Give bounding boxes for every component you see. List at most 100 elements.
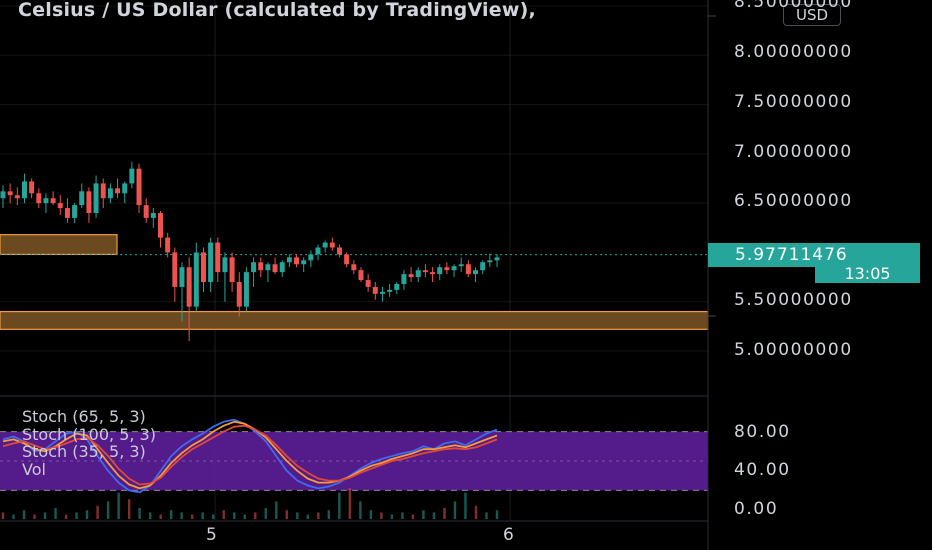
candle-body: [179, 267, 185, 287]
volume-bar: [369, 510, 373, 519]
bar-countdown: 13:05: [815, 264, 920, 283]
candle-body: [122, 183, 128, 194]
volume-bar: [348, 488, 352, 519]
volume-bar: [190, 514, 194, 519]
support-zone: [0, 310, 709, 330]
volume-bar: [254, 512, 257, 519]
volume-bar: [432, 512, 436, 519]
volume-bar: [411, 514, 415, 519]
candle-body: [336, 247, 342, 255]
last-price-value: 5.97711476: [735, 245, 848, 265]
candle-body: [379, 291, 385, 294]
candlestick-series: [0, 161, 500, 342]
volume-bar: [212, 514, 215, 519]
volume-bar: [159, 514, 162, 519]
volume-bar: [327, 510, 331, 519]
candle-body: [200, 252, 206, 282]
candle-body: [115, 188, 121, 194]
candle-body: [301, 260, 307, 265]
candle-body: [437, 267, 443, 275]
volume-bar: [485, 512, 488, 519]
volume-bar: [495, 510, 499, 519]
candle-body: [93, 183, 99, 213]
candle-body: [7, 191, 13, 196]
candle-body: [50, 198, 56, 204]
volume-bar: [201, 512, 204, 519]
candle-body: [229, 257, 235, 282]
indicator-axis-label: 0.00: [734, 499, 779, 519]
candle-body: [57, 203, 63, 209]
indicator-label-stoch-65[interactable]: Stoch (65, 5, 3): [22, 407, 146, 426]
candle-body: [243, 272, 249, 307]
last-price-tag: 5.97711476: [708, 243, 920, 267]
candle-body: [294, 257, 300, 265]
candle-body: [408, 274, 414, 278]
candle-body: [129, 168, 135, 184]
candle-body: [36, 193, 42, 204]
candle-body: [487, 260, 493, 263]
candle-body: [265, 264, 271, 271]
volume-bar: [285, 510, 288, 519]
volume-bar: [64, 514, 68, 519]
candle-body: [258, 262, 264, 271]
volume-bar: [1, 512, 5, 519]
volume-bar: [338, 492, 341, 519]
volume-bar: [117, 492, 120, 519]
support-zone: [0, 234, 118, 255]
axes-borders: [0, 0, 716, 550]
candle-body: [215, 242, 221, 273]
volume-bar: [306, 514, 310, 519]
volume-bar: [317, 512, 320, 519]
volume-bar: [180, 512, 183, 519]
price-axis-label: 7.50000000: [734, 92, 853, 112]
indicator-label-vol[interactable]: Vol: [22, 459, 46, 479]
candle-body: [172, 252, 178, 287]
time-axis-label: 5: [206, 525, 217, 545]
chart-title: Celsius / US Dollar (calculated by Tradi…: [18, 0, 536, 21]
candle-body: [72, 205, 78, 218]
price-axis-label: 7.00000000: [734, 142, 853, 162]
candle-body: [458, 264, 464, 267]
volume-bar: [453, 501, 457, 519]
volume-bar: [96, 505, 99, 519]
candle-body: [329, 242, 335, 248]
indicator-axis-label: 80.00: [734, 422, 791, 442]
volume-bar: [169, 510, 173, 519]
candle-body: [222, 257, 228, 273]
price-axis-label: 5.50000000: [734, 290, 853, 310]
candle-body: [79, 191, 85, 206]
candle-body: [100, 183, 106, 199]
currency-button[interactable]: USD: [783, 4, 841, 26]
candle-body: [143, 205, 149, 218]
candle-body: [236, 282, 242, 307]
candle-body: [473, 270, 479, 275]
volume-bar: [401, 512, 404, 519]
volume-bar: [127, 499, 131, 519]
candle-body: [465, 264, 471, 275]
indicator-legend: Stoch (65, 5, 3) Stoch (100, 5, 3) Stoch…: [22, 408, 156, 478]
candle-body: [422, 270, 428, 273]
indicator-label-stoch-35[interactable]: Stoch (35, 5, 3): [22, 442, 146, 461]
indicator-axis-label: 40.00: [734, 460, 791, 480]
volume-bar: [359, 501, 362, 519]
candle-body: [86, 191, 92, 213]
volume-bar: [22, 510, 26, 519]
candle-body: [365, 280, 371, 287]
grid-lines: [0, 0, 708, 520]
candle-body: [315, 247, 321, 255]
candle-body: [444, 267, 450, 271]
candle-body: [21, 181, 27, 199]
volume-bar: [422, 510, 425, 519]
candle-body: [358, 270, 364, 281]
price-axis-label: 5.00000000: [734, 340, 853, 360]
indicator-label-stoch-100[interactable]: Stoch (100, 5, 3): [22, 424, 156, 444]
candle-body: [351, 264, 357, 271]
candle-body: [401, 274, 407, 284]
price-axis-label: 6.50000000: [734, 191, 853, 211]
candle-body: [43, 198, 49, 204]
volume-bar: [12, 514, 15, 519]
candle-body: [394, 283, 400, 290]
candle-body: [272, 264, 278, 273]
candle-body: [107, 188, 113, 199]
